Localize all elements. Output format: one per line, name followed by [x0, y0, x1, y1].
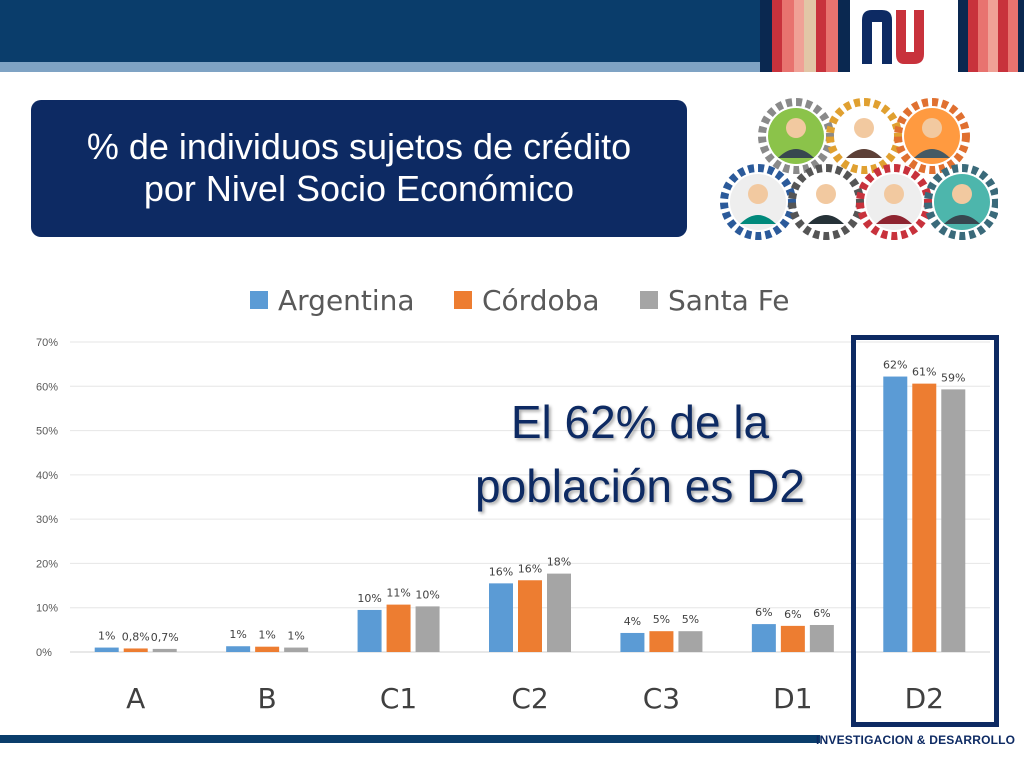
- bar-chart: Argentina Córdoba Santa Fe 0% 10% 20% 30% 40% 5…: [36, 284, 990, 715]
- y-tick-label: 0%: [36, 647, 52, 659]
- legend-label: Argentina: [278, 284, 415, 317]
- data-label: 5%: [653, 613, 670, 626]
- bar: [780, 625, 805, 652]
- gear-person-4-icon: [720, 164, 796, 240]
- category-label: C2: [511, 682, 548, 715]
- bar: [751, 624, 776, 652]
- category-label: A: [126, 682, 145, 715]
- data-label: 6%: [755, 606, 772, 619]
- chart-bars: 1% 0,8% 0,7% 1% 1% 1% 10% 11% 10% 16% 16% 18% 4% 5% 5%…: [94, 359, 966, 652]
- bar: [518, 580, 542, 652]
- y-tick-label: 20%: [36, 558, 58, 570]
- page-title: % de individuos sujetos de crédito por N…: [31, 126, 687, 210]
- bar: [226, 646, 251, 652]
- d2-highlight-frame: [851, 335, 999, 727]
- data-label: 6%: [813, 607, 830, 620]
- data-label: 5%: [682, 613, 699, 626]
- data-label: 61%: [912, 366, 936, 379]
- gear-person-5-icon: [788, 164, 864, 240]
- gear-person-2-icon: [826, 98, 902, 174]
- bar: [941, 389, 966, 652]
- header-accent-bar: [0, 62, 830, 72]
- company-logo-icon: [862, 10, 924, 64]
- bar: [620, 632, 645, 652]
- bar: [123, 648, 148, 652]
- title-panel: [31, 100, 687, 237]
- bar: [255, 646, 280, 652]
- title-line-2: por Nivel Socio Económico: [143, 168, 575, 209]
- legend-swatch: [640, 291, 658, 309]
- footer-bar: [0, 735, 820, 743]
- y-tick-label: 50%: [36, 426, 58, 438]
- gear-person-6-icon: [856, 164, 932, 240]
- data-label: 0,7%: [151, 631, 179, 644]
- people-gears-illustration-icon: [720, 98, 998, 240]
- data-label: 6%: [784, 608, 801, 621]
- chart-annotation: El 62% de la población es D2: [430, 390, 850, 518]
- gear-person-3-icon: [894, 98, 970, 174]
- legend-label: Santa Fe: [668, 284, 790, 317]
- category-label: C1: [380, 682, 417, 715]
- gear-person-7-icon: [924, 164, 998, 240]
- data-label: 1%: [98, 630, 115, 643]
- legend-swatch: [454, 291, 472, 309]
- legend-swatch: [250, 291, 268, 309]
- chart-category-labels: A B C1 C2 C3 D1 D2: [126, 682, 944, 715]
- data-label: 10%: [357, 592, 381, 605]
- title-line-1: % de individuos sujetos de crédito: [86, 126, 632, 167]
- category-label: D2: [905, 682, 944, 715]
- header-bar: [0, 0, 760, 62]
- data-label: 18%: [547, 556, 571, 569]
- y-tick-label: 40%: [36, 470, 58, 482]
- header-stripes-right: [958, 0, 1024, 72]
- bar: [415, 606, 440, 652]
- y-tick-label: 60%: [36, 381, 58, 393]
- data-label: 1%: [287, 630, 304, 643]
- data-label: 4%: [624, 615, 641, 628]
- bar: [94, 647, 119, 652]
- bar: [678, 631, 703, 652]
- annotation-line-1: El 62% de la: [510, 396, 770, 448]
- data-label: 1%: [258, 629, 275, 642]
- legend-label: Córdoba: [482, 284, 600, 317]
- bar: [809, 624, 834, 652]
- chart-legend: Argentina Córdoba Santa Fe: [250, 284, 790, 317]
- annotation-line-2: población es D2: [475, 460, 805, 512]
- bar: [386, 604, 411, 652]
- data-label: 10%: [415, 588, 439, 601]
- data-label: 0,8%: [122, 630, 150, 643]
- y-tick-label: 30%: [36, 514, 58, 526]
- bar: [912, 383, 937, 652]
- bar: [883, 376, 908, 652]
- bar: [284, 647, 309, 652]
- bar: [489, 583, 513, 652]
- bar: [357, 609, 382, 652]
- data-label: 11%: [386, 587, 410, 600]
- footer-label: INVESTIGACION & DESARROLLO: [816, 733, 1016, 747]
- gear-person-1-icon: [758, 98, 834, 174]
- category-label: C3: [643, 682, 680, 715]
- bar: [649, 631, 674, 652]
- data-label: 16%: [518, 562, 542, 575]
- data-label: 59%: [941, 371, 965, 384]
- data-label: 62%: [883, 359, 907, 372]
- data-label: 1%: [229, 628, 246, 641]
- y-tick-label: 70%: [36, 337, 58, 349]
- header-stripes-left: [760, 0, 850, 72]
- category-label: B: [258, 682, 277, 715]
- category-label: D1: [773, 682, 812, 715]
- data-label: 16%: [489, 565, 513, 578]
- y-tick-label: 10%: [36, 603, 58, 615]
- bar: [152, 648, 177, 652]
- bar: [547, 573, 571, 652]
